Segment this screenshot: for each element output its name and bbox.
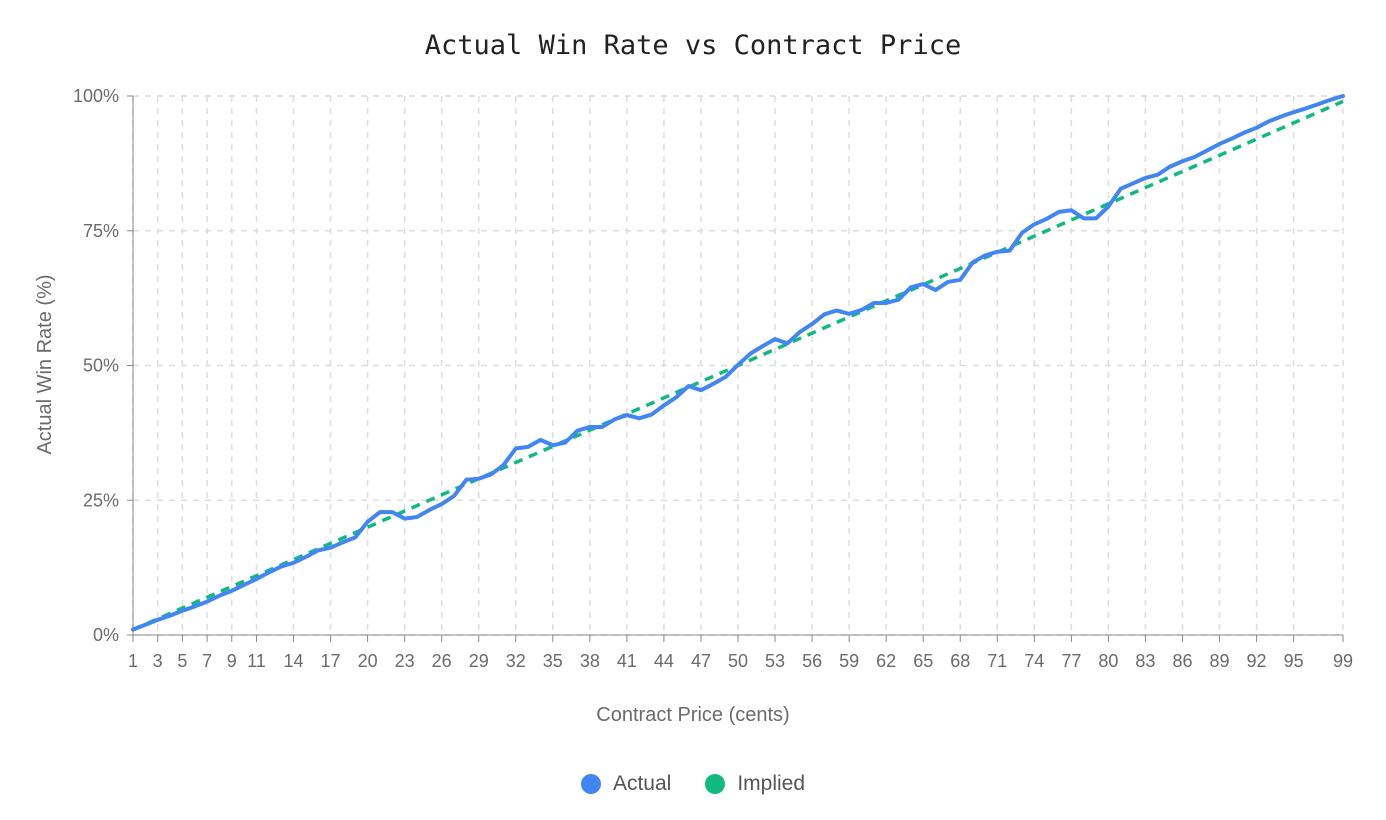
legend-swatch-actual <box>580 774 601 794</box>
x-tick-label: 3 <box>153 651 163 671</box>
y-axis-ticks: 0% 25% 50% 75% 100% <box>73 86 133 645</box>
legend-swatch-implied <box>705 774 726 794</box>
x-tick-label: 29 <box>469 651 489 671</box>
chart-title: Actual Win Rate vs Contract Price <box>424 30 962 61</box>
x-tick-label: 74 <box>1024 651 1044 671</box>
series-line-actual <box>131 94 1345 632</box>
x-tick-label: 83 <box>1135 651 1155 671</box>
x-tick-label: 44 <box>654 651 674 671</box>
y-tick-label: 50% <box>83 356 119 376</box>
x-tick-label: 1 <box>128 651 138 671</box>
x-tick-label: 7 <box>202 651 212 671</box>
x-tick-label: 86 <box>1172 651 1192 671</box>
x-tick-label: 71 <box>987 651 1007 671</box>
x-tick-label: 20 <box>358 651 378 671</box>
x-tick-label: 11 <box>247 651 266 671</box>
x-tick-label: 99 <box>1333 651 1353 671</box>
legend-item-implied[interactable]: Implied <box>705 772 805 796</box>
x-tick-label: 62 <box>876 651 896 671</box>
legend-label-actual: Actual <box>612 772 672 795</box>
x-tick-label: 17 <box>321 651 341 671</box>
x-tick-label: 38 <box>580 651 600 671</box>
x-tick-label: 32 <box>506 651 526 671</box>
x-tick-label: 9 <box>227 651 237 671</box>
x-axis-label: Contract Price (cents) <box>596 704 789 726</box>
x-tick-label: 23 <box>395 651 415 671</box>
x-tick-label: 56 <box>802 651 822 671</box>
y-axis-label: Actual Win Rate (%) <box>34 274 56 454</box>
x-tick-label: 5 <box>177 651 187 671</box>
x-tick-label: 95 <box>1284 651 1304 671</box>
y-tick-label: 100% <box>73 86 119 106</box>
x-tick-label: 65 <box>913 651 933 671</box>
series-layer <box>131 94 1345 632</box>
x-tick-label: 35 <box>543 651 563 671</box>
x-tick-label: 92 <box>1247 651 1267 671</box>
y-tick-label: 0% <box>93 625 119 645</box>
x-tick-label: 77 <box>1061 651 1081 671</box>
x-tick-label: 50 <box>728 651 748 671</box>
grid <box>132 95 1344 636</box>
x-tick-label: 14 <box>283 651 303 671</box>
legend-label-implied: Implied <box>737 772 806 795</box>
x-tick-label: 68 <box>950 651 970 671</box>
x-axis-ticks: 1 3 5 7 9 11 14 17 20 23 26 29 32 35 38 41 44 47 50 53 56 59 6… <box>128 635 1353 671</box>
legend: Actual Implied <box>0 772 1386 796</box>
x-tick-label: 89 <box>1210 651 1230 671</box>
x-tick-label: 26 <box>432 651 452 671</box>
x-tick-label: 59 <box>839 651 859 671</box>
x-tick-label: 47 <box>691 651 711 671</box>
x-tick-label: 80 <box>1098 651 1118 671</box>
x-tick-label: 41 <box>617 651 637 671</box>
x-tick-label: 53 <box>765 651 785 671</box>
y-tick-label: 25% <box>83 490 119 510</box>
y-tick-label: 75% <box>83 221 119 241</box>
legend-item-actual[interactable]: Actual <box>580 772 672 796</box>
